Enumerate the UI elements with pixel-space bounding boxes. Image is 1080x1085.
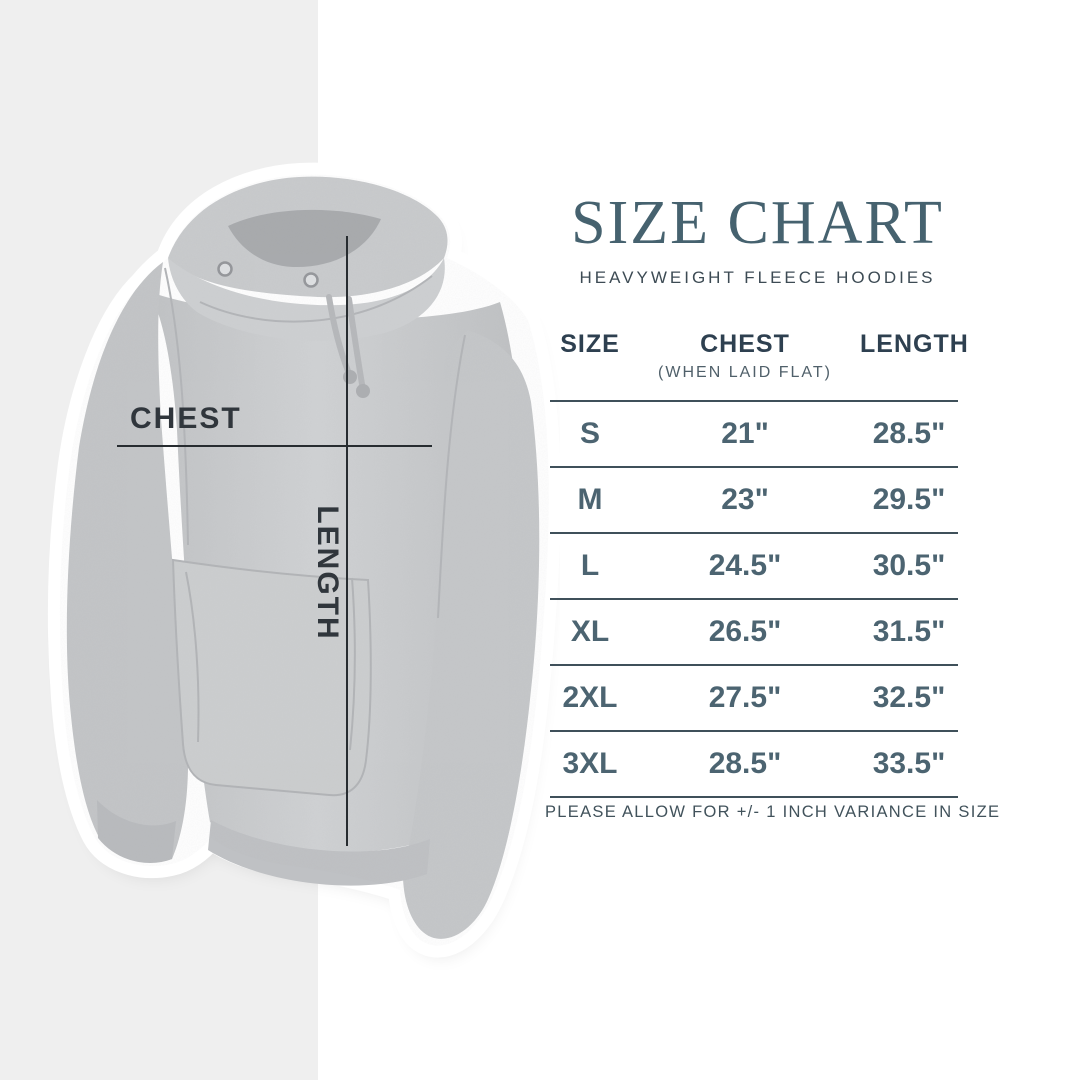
table-row: 3XL 28.5" 33.5" bbox=[550, 732, 958, 798]
cell-chest: 21" bbox=[721, 417, 769, 450]
cell-size: 3XL bbox=[562, 747, 618, 780]
cell-size: XL bbox=[570, 615, 610, 648]
table-row: S 21" 28.5" bbox=[550, 402, 958, 468]
table-row: XL 26.5" 31.5" bbox=[550, 600, 958, 666]
cell-length: 29.5" bbox=[872, 483, 946, 516]
hoodie-photo bbox=[59, 174, 552, 956]
size-variance-note: PLEASE ALLOW FOR +/- 1 INCH VARIANCE IN … bbox=[545, 803, 1001, 821]
table-header-row: SIZE CHEST (WHEN LAID FLAT) LENGTH bbox=[550, 330, 969, 402]
column-header-chest: CHEST (WHEN LAID FLAT) bbox=[630, 330, 860, 400]
cell-size: M bbox=[577, 483, 603, 516]
page-subtitle: HEAVYWEIGHT FLEECE HOODIES bbox=[579, 268, 936, 287]
chest-measure-line bbox=[117, 445, 432, 447]
cell-length: 28.5" bbox=[872, 417, 946, 450]
cell-chest: 26.5" bbox=[708, 615, 782, 648]
cell-size: 2XL bbox=[562, 681, 618, 714]
cell-length: 30.5" bbox=[872, 549, 946, 582]
cell-size: L bbox=[580, 549, 600, 582]
cell-length: 33.5" bbox=[872, 747, 946, 780]
column-header-chest-label: CHEST bbox=[700, 330, 790, 358]
cell-length: 32.5" bbox=[872, 681, 946, 714]
table-row: M 23" 29.5" bbox=[550, 468, 958, 534]
size-table: SIZE CHEST (WHEN LAID FLAT) LENGTH S 21"… bbox=[550, 330, 969, 798]
cell-chest: 27.5" bbox=[708, 681, 782, 714]
length-label: LENGTH bbox=[311, 505, 344, 641]
cell-chest: 23" bbox=[721, 483, 769, 516]
chest-label: CHEST bbox=[130, 402, 242, 435]
cell-size: S bbox=[579, 417, 600, 450]
length-measure-line bbox=[346, 236, 348, 846]
size-chart-panel: SIZE CHART HEAVYWEIGHT FLEECE HOODIES SI… bbox=[545, 0, 1001, 1080]
chest-note: (WHEN LAID FLAT) bbox=[658, 364, 832, 381]
hoodie-illustration bbox=[59, 174, 552, 956]
heather-texture bbox=[59, 174, 549, 946]
column-header-length: LENGTH bbox=[860, 330, 969, 358]
cell-length: 31.5" bbox=[872, 615, 946, 648]
table-row: 2XL 27.5" 32.5" bbox=[550, 666, 958, 732]
cell-chest: 24.5" bbox=[708, 549, 782, 582]
cell-chest: 28.5" bbox=[708, 747, 782, 780]
table-row: L 24.5" 30.5" bbox=[550, 534, 958, 600]
page-title: SIZE CHART bbox=[571, 189, 944, 257]
column-header-size: SIZE bbox=[560, 330, 620, 358]
